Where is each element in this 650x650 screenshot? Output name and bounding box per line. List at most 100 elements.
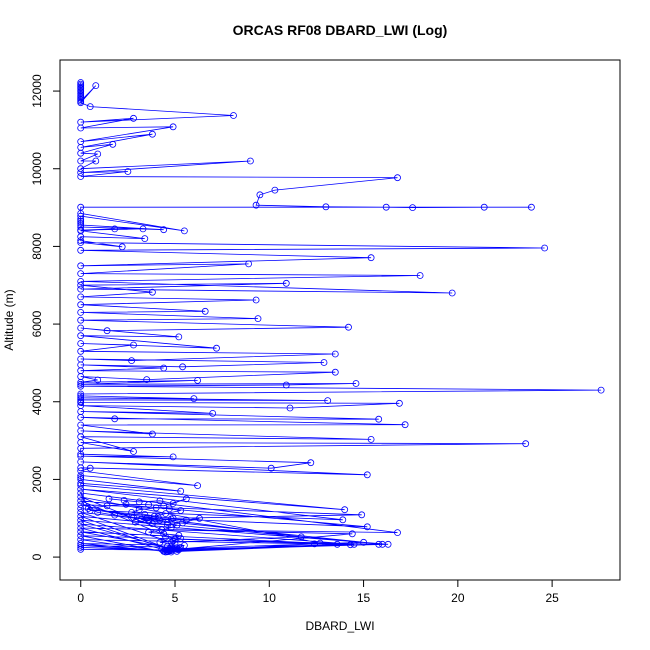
data-point <box>331 368 339 376</box>
data-point <box>145 501 153 509</box>
data-point <box>541 244 548 252</box>
data-point <box>363 471 371 479</box>
data-point <box>213 344 220 352</box>
data-point <box>77 173 85 180</box>
data-point <box>267 464 275 472</box>
data-point <box>128 514 136 521</box>
data-point <box>324 397 332 405</box>
data-point <box>137 516 145 523</box>
data-point <box>77 524 85 532</box>
data-point <box>409 204 417 212</box>
data-point <box>394 174 401 182</box>
data-point <box>252 296 260 304</box>
data-point <box>128 357 136 365</box>
x-tick-label: 10 <box>263 591 277 605</box>
data-point <box>158 545 166 553</box>
data-point <box>254 315 262 323</box>
data-point <box>77 501 85 509</box>
y-tick-label: 12000 <box>30 74 44 108</box>
data-point <box>77 223 85 231</box>
data-point <box>173 547 181 555</box>
data-point <box>167 515 175 523</box>
data-point <box>77 169 85 177</box>
data-point <box>94 150 102 158</box>
data-point <box>180 227 188 235</box>
data-point <box>160 364 168 372</box>
series-line <box>79 82 602 553</box>
data-point <box>158 526 166 534</box>
data-point <box>416 272 424 279</box>
series-layer <box>77 79 605 556</box>
data-point <box>522 440 530 448</box>
data-point <box>194 482 202 490</box>
data-point <box>77 332 85 340</box>
data-point <box>77 239 85 246</box>
data-point <box>297 533 305 541</box>
data-point <box>164 548 171 556</box>
y-tick-label: 8000 <box>30 233 44 260</box>
data-point <box>148 430 156 438</box>
data-point <box>122 500 130 508</box>
data-point <box>395 399 403 407</box>
data-point <box>77 99 85 107</box>
data-point <box>131 518 139 526</box>
data-point <box>345 323 352 331</box>
data-point <box>196 514 203 522</box>
data-point <box>92 157 100 165</box>
data-point <box>77 532 85 540</box>
data-point <box>77 293 85 301</box>
data-point <box>448 289 456 297</box>
data-point <box>169 123 177 131</box>
data-point <box>111 511 119 519</box>
data-point <box>143 376 151 384</box>
data-point <box>363 523 371 531</box>
data-point <box>245 260 253 268</box>
data-point <box>179 363 187 371</box>
y-tick-label: 6000 <box>30 310 44 337</box>
data-point <box>77 544 85 551</box>
data-point <box>77 545 85 553</box>
data-point <box>179 519 187 527</box>
data-point <box>135 506 143 514</box>
data-point <box>77 464 85 472</box>
data-point <box>77 467 85 475</box>
data-point <box>120 496 128 504</box>
data-point <box>173 544 181 552</box>
data-point <box>77 237 85 245</box>
data-point <box>94 509 102 516</box>
data-point <box>350 540 358 548</box>
data-point <box>77 124 85 132</box>
data-point <box>152 504 160 512</box>
data-point <box>77 485 85 493</box>
data-point <box>182 495 190 503</box>
x-axis: 0 5 10 15 20 25 <box>77 579 559 605</box>
data-point <box>111 415 119 423</box>
data-point <box>177 544 185 551</box>
data-point <box>128 509 136 516</box>
data-point <box>141 235 149 243</box>
x-tick-label: 15 <box>357 591 371 605</box>
data-point <box>77 378 85 386</box>
data-point <box>77 497 85 505</box>
data-point <box>162 533 170 541</box>
data-point <box>165 505 173 513</box>
data-series <box>84 495 203 556</box>
data-point <box>162 510 170 517</box>
data-series <box>77 79 605 556</box>
data-point <box>77 509 85 516</box>
y-tick-label: 2000 <box>30 466 44 493</box>
data-point <box>156 497 164 505</box>
data-point <box>141 511 149 518</box>
data-point <box>86 103 94 110</box>
data-point <box>173 521 181 529</box>
data-point <box>77 219 85 227</box>
data-point <box>130 448 137 455</box>
data-point <box>77 212 85 220</box>
y-axis-label: Altitude (m) <box>2 289 16 350</box>
data-point <box>360 538 368 546</box>
data-point <box>252 201 260 209</box>
data-point <box>346 541 354 549</box>
data-point <box>339 516 347 524</box>
data-point <box>94 376 102 384</box>
